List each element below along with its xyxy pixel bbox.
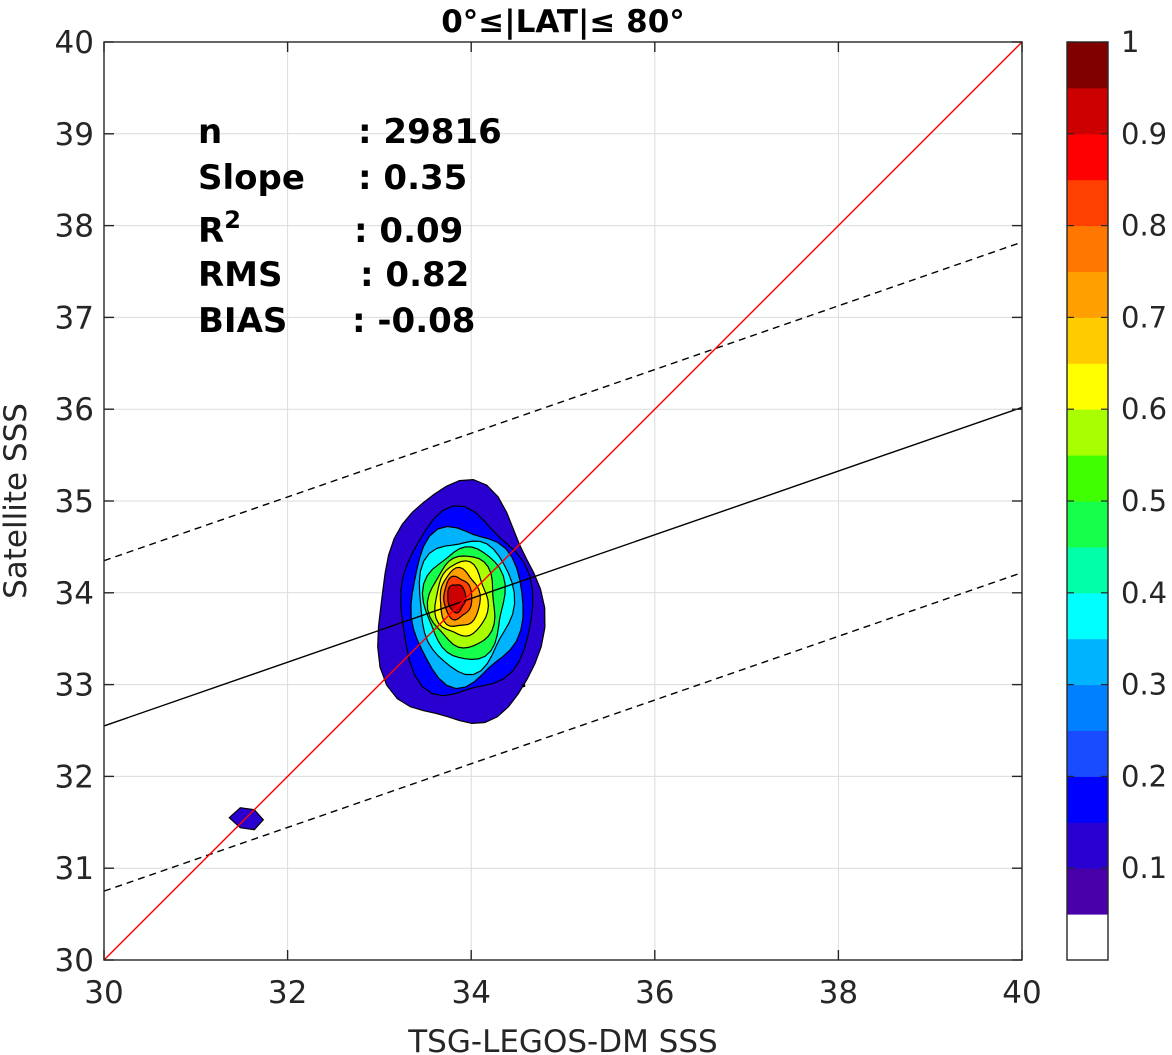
colorbar-segment xyxy=(1067,87,1108,135)
colorbar-segment xyxy=(1067,592,1108,640)
y-tick-label: 34 xyxy=(55,576,94,612)
axis-ticks: 30 32 34 36 38 40 30 31 32 33 34 35 36 37 38 39 40 xyxy=(55,25,1042,1011)
stat-r2-value: : 0.09 xyxy=(354,211,463,251)
stat-rms-value: : 0.82 xyxy=(360,255,469,295)
colorbar-tick-label: 1 xyxy=(1121,25,1139,59)
colorbar-segment xyxy=(1067,225,1108,272)
secondary-contour xyxy=(228,807,265,831)
colorbar-segment xyxy=(1067,546,1108,594)
stat-bias-value: : -0.08 xyxy=(352,301,475,341)
stat-slope-value: : 0.35 xyxy=(358,158,467,198)
y-tick-label: 32 xyxy=(55,759,94,795)
colorbar-segment xyxy=(1067,179,1108,227)
x-tick-label: 38 xyxy=(819,975,858,1011)
chart-title: 0°≤|LAT|≤ 80° xyxy=(441,4,685,40)
stat-n-label: n xyxy=(198,112,222,152)
x-axis-title: TSG-LEGOS-DM SSS xyxy=(407,1024,717,1055)
x-tick-label: 32 xyxy=(268,975,307,1011)
colorbar-segment xyxy=(1067,133,1108,181)
colorbar: 0.1 0.2 0.3 0.4 0.5 0.6 0.7 0.8 0.9 1 xyxy=(1066,25,1167,961)
stats-box: n : 29816 Slope : 0.35 R2 : 0.09 RMS : 0… xyxy=(198,112,502,341)
colorbar-segment xyxy=(1067,822,1108,869)
colorbar-segment xyxy=(1067,501,1108,548)
stat-rms-label: RMS xyxy=(198,255,283,295)
colorbar-segment xyxy=(1067,317,1108,364)
stat-slope-label: Slope xyxy=(198,158,305,198)
colorbar-segment xyxy=(1067,730,1108,777)
y-tick-label: 38 xyxy=(55,209,94,245)
y-tick-label: 37 xyxy=(55,300,94,336)
y-tick-label: 31 xyxy=(55,851,94,887)
stat-r2-superscript: 2 xyxy=(224,206,241,234)
y-tick-label: 30 xyxy=(55,943,94,979)
colorbar-segment xyxy=(1067,409,1108,456)
y-axis-title: Satellite SSS xyxy=(0,403,34,599)
y-tick-label: 35 xyxy=(55,484,94,520)
colorbar-segment xyxy=(1067,455,1108,502)
x-tick-label: 40 xyxy=(1002,975,1041,1011)
colorbar-segment xyxy=(1067,684,1108,731)
colorbar-tick-label: 0.7 xyxy=(1121,300,1167,334)
colorbar-tick-label: 0.5 xyxy=(1121,484,1167,518)
x-tick-label: 30 xyxy=(84,975,123,1011)
upper-dashed-line xyxy=(103,241,1023,562)
outlier-contour xyxy=(521,683,526,688)
regression-line xyxy=(103,406,1023,727)
grid-lines xyxy=(104,42,1022,960)
colorbar-tick-label: 0.3 xyxy=(1121,668,1167,702)
colorbar-segment xyxy=(1067,914,1108,961)
colorbar-segment xyxy=(1067,271,1108,318)
colorbar-tick-label: 0.9 xyxy=(1121,117,1167,151)
colorbar-segment xyxy=(1067,868,1108,915)
y-tick-label: 36 xyxy=(55,392,94,428)
colorbar-tick-label: 0.2 xyxy=(1121,759,1167,793)
stat-r2-label: R2 xyxy=(198,206,241,251)
colorbar-tick-label: 0.4 xyxy=(1121,576,1167,610)
y-tick-label: 39 xyxy=(55,117,94,153)
stat-bias-label: BIAS xyxy=(198,301,287,341)
x-tick-label: 36 xyxy=(635,975,674,1011)
stat-n-value: : 29816 xyxy=(358,112,502,152)
colorbar-tick-label: 0.6 xyxy=(1121,392,1167,426)
colorbar-segment xyxy=(1067,776,1108,823)
colorbar-segment xyxy=(1067,42,1108,89)
colorbar-tick-label: 0.8 xyxy=(1121,209,1167,243)
y-tick-label: 40 xyxy=(55,25,94,61)
colorbar-segment xyxy=(1067,638,1108,686)
density-contours xyxy=(228,478,546,831)
colorbar-segment xyxy=(1067,363,1108,410)
x-tick-label: 34 xyxy=(451,975,490,1011)
reference-lines xyxy=(103,41,1023,961)
identity-line xyxy=(103,41,1023,961)
colorbar-tick-label: 0.1 xyxy=(1121,851,1167,885)
contour-level xyxy=(447,584,467,614)
lower-dashed-line xyxy=(103,571,1023,892)
y-tick-label: 33 xyxy=(55,668,94,704)
